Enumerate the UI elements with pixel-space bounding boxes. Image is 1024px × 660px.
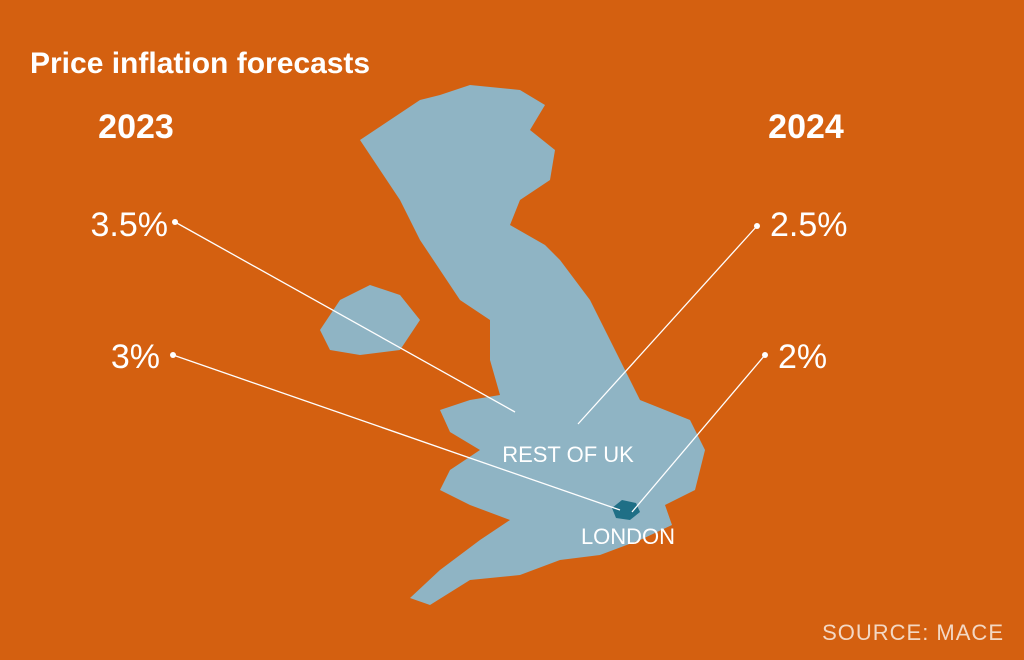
leader-dot xyxy=(172,219,178,225)
year-heading: 2023 xyxy=(98,108,174,146)
year-heading: 2024 xyxy=(768,108,844,146)
forecast-value: 2% xyxy=(778,338,827,376)
leader-dot xyxy=(170,352,176,358)
leader-line xyxy=(631,354,766,513)
leader-line xyxy=(174,221,516,413)
region-label: REST OF UK xyxy=(502,442,634,467)
london-area xyxy=(612,500,640,520)
forecast-value: 3% xyxy=(111,338,160,376)
title: Price inflation forecasts xyxy=(30,47,370,80)
region-label: LONDON xyxy=(581,524,675,549)
leader-line xyxy=(577,225,758,425)
great-britain-map xyxy=(360,85,705,605)
leader-dot xyxy=(762,352,768,358)
forecast-value: 3.5% xyxy=(91,206,169,244)
northern-ireland-map xyxy=(320,285,420,355)
leader-line xyxy=(172,354,621,511)
leader-dot xyxy=(754,223,760,229)
forecast-value: 2.5% xyxy=(770,206,848,244)
source: SOURCE: MACE xyxy=(822,620,1004,645)
